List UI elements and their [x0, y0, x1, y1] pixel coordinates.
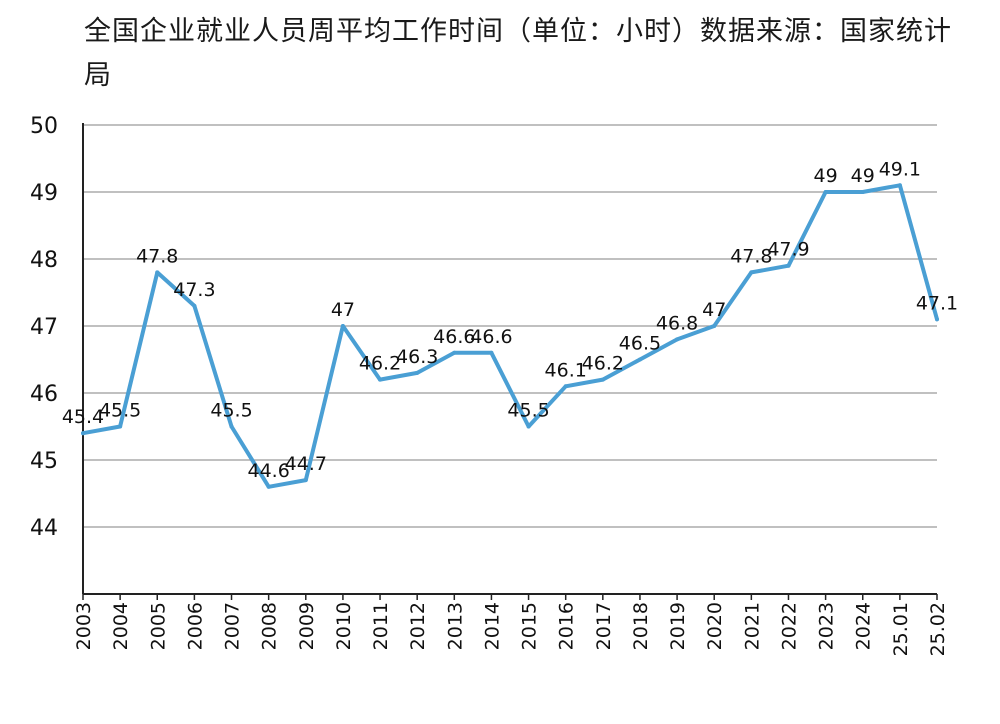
x-tick-label: 2008 [259, 602, 281, 650]
data-point [637, 357, 642, 362]
x-tick-label: 2010 [333, 602, 355, 650]
x-tick-label: 2015 [519, 602, 541, 650]
data-point [452, 350, 457, 355]
x-tick-label: 2016 [556, 602, 578, 650]
data-point [786, 263, 791, 268]
data-point [378, 377, 383, 382]
data-label: 47.9 [767, 239, 809, 261]
data-label: 46.8 [656, 312, 698, 334]
data-label: 49.1 [879, 158, 921, 180]
data-label: 46.3 [396, 346, 438, 368]
data-label: 49 [814, 165, 838, 187]
x-tick-label: 2023 [816, 602, 838, 650]
data-point [415, 370, 420, 375]
data-label: 47 [331, 299, 355, 321]
x-tick-label: 25.02 [927, 602, 949, 656]
data-label: 45.5 [99, 400, 141, 422]
x-tick-label: 2014 [481, 602, 503, 650]
data-point [860, 190, 865, 194]
data-point [712, 324, 717, 328]
x-tick-label: 2011 [370, 602, 392, 650]
x-tick-label: 2012 [407, 602, 429, 650]
data-label: 47.8 [730, 245, 772, 267]
x-tick-label: 2006 [184, 602, 206, 650]
y-tick-label: 44 [30, 516, 58, 541]
data-point [155, 270, 160, 275]
data-label: 45.4 [62, 406, 104, 428]
data-label: 46.1 [545, 359, 587, 381]
y-tick-label: 45 [30, 449, 58, 474]
data-label: 46.6 [470, 326, 512, 348]
data-label: 46.6 [433, 326, 475, 348]
data-point [266, 484, 271, 489]
data-label: 45.5 [507, 400, 549, 422]
data-point [823, 190, 828, 194]
x-tick-label: 2009 [296, 602, 318, 650]
data-label: 47.8 [136, 245, 178, 267]
data-point [526, 424, 531, 429]
x-tick-label: 2003 [73, 602, 95, 650]
data-label: 47 [702, 299, 726, 321]
data-point [600, 377, 605, 382]
data-point [303, 478, 308, 483]
x-tick-label: 2017 [593, 602, 615, 650]
data-label: 46.5 [619, 333, 661, 355]
data-point [118, 424, 123, 429]
x-tick-label: 2022 [778, 602, 800, 650]
x-tick-label: 2021 [741, 602, 763, 650]
data-point [81, 431, 85, 436]
x-tick-label: 2024 [853, 602, 875, 650]
data-point [749, 270, 754, 275]
data-point [935, 317, 939, 322]
y-tick-label: 48 [30, 248, 58, 273]
x-tick-label: 2013 [444, 602, 466, 650]
data-label: 46.2 [359, 353, 401, 375]
y-tick-label: 49 [30, 181, 58, 206]
y-tick-label: 46 [30, 382, 58, 407]
data-point [563, 384, 568, 389]
data-point [675, 337, 680, 342]
data-label: 44.6 [247, 460, 289, 482]
data-label: 46.2 [582, 353, 624, 375]
data-point [340, 324, 345, 328]
x-tick-label: 2020 [704, 602, 726, 650]
x-tick-label: 2018 [630, 602, 652, 650]
chart-title: 全国企业就业人员周平均工作时间（单位：小时）数据来源：国家统计局 [84, 16, 952, 91]
data-label: 47.1 [916, 292, 958, 314]
x-tick-label: 2007 [222, 602, 244, 650]
data-point [192, 303, 197, 308]
data-label: 49 [851, 165, 875, 187]
y-tick-label: 47 [30, 315, 58, 340]
data-label: 47.3 [173, 279, 215, 301]
x-tick-label: 2004 [110, 602, 132, 650]
data-point [897, 183, 902, 188]
x-tick-label: 2019 [667, 602, 689, 650]
data-label: 44.7 [285, 453, 327, 475]
data-label: 45.5 [210, 400, 252, 422]
data-point [489, 350, 494, 355]
x-tick-label: 25.01 [890, 602, 912, 656]
x-tick-label: 2005 [147, 602, 169, 650]
series-line [81, 183, 939, 489]
data-point [229, 424, 234, 429]
y-tick-label: 50 [30, 114, 58, 139]
